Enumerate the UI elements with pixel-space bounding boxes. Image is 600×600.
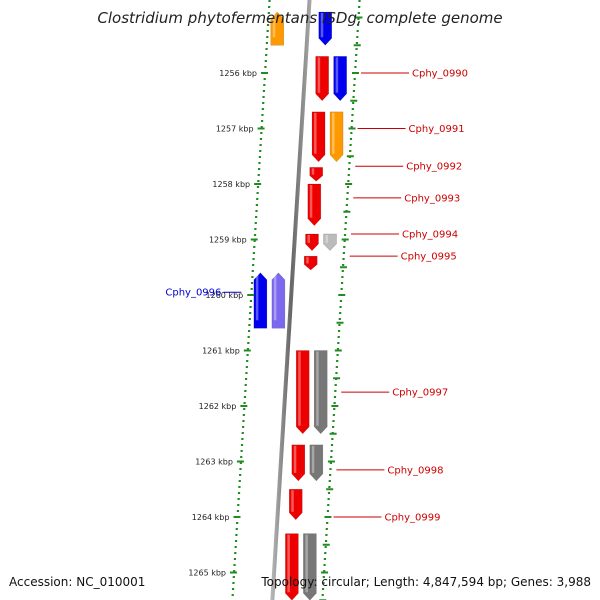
gene-feature-highlight: [291, 490, 294, 512]
topology-text: Topology: circular; Length: 4,847,594 bp…: [260, 575, 591, 589]
tick-label: 1257 kbp: [216, 125, 254, 134]
map-title: Clostridium phytofermentans ISDg, comple…: [97, 9, 502, 27]
gene-feature: [323, 233, 337, 251]
gene-feature-highlight: [320, 12, 324, 38]
gene-feature-highlight: [272, 12, 276, 38]
outer-dotted-boundary: [321, 0, 361, 600]
gene-feature: [307, 183, 322, 226]
gene-feature-highlight: [311, 168, 315, 175]
gene-feature: [285, 533, 299, 600]
inner-dotted-boundary: [231, 0, 271, 600]
tick-label: 1263 kbp: [195, 458, 233, 467]
gene-feature-highlight: [255, 273, 259, 321]
gene-feature-highlight: [307, 234, 311, 243]
gene-label: Cphy_0993: [404, 193, 460, 204]
track-area: [231, 0, 361, 600]
gene-feature-highlight: [298, 351, 301, 426]
gene-feature-highlight: [311, 445, 315, 473]
tick-label: 1256 kbp: [219, 69, 257, 78]
feature-track: [253, 11, 347, 600]
gene-feature-highlight: [309, 185, 313, 218]
gene-label: Cphy_0999: [384, 513, 440, 524]
gene-feature-highlight: [306, 257, 309, 264]
gene-feature-highlight: [335, 57, 339, 93]
gene-label: Cphy_0991: [409, 124, 465, 135]
gene-feature: [291, 444, 306, 482]
gene-label: Cphy_0998: [387, 465, 443, 476]
gene-label: Cphy_0995: [401, 252, 457, 263]
gene-label: Cphy_0990: [412, 69, 468, 80]
gene-labels: Cphy_0990 Cphy_0991 Cphy_0992 Cphy_0993 Cphy…: [165, 69, 468, 524]
gene-feature: [270, 11, 285, 46]
gene-feature: [309, 167, 323, 182]
gene-feature: [309, 444, 324, 482]
gene-feature-highlight: [316, 351, 319, 426]
tick-label: 1262 kbp: [199, 402, 237, 411]
ruler-ticks: 1256 kbp 1257 kbp 1258 kbp 1259 kbp 1260 kbp…: [188, 16, 363, 600]
gene-label: Cphy_0996: [165, 288, 221, 299]
gene-feature: [305, 233, 319, 251]
tick-label: 1265 kbp: [188, 569, 226, 578]
gene-feature-highlight: [325, 234, 329, 243]
gene-feature-highlight: [293, 445, 297, 473]
gene-feature: [253, 272, 268, 329]
tick-label: 1259 kbp: [209, 236, 247, 245]
gene-feature: [318, 11, 333, 46]
gene-feature: [288, 489, 303, 521]
gene-feature: [303, 533, 317, 600]
gene-feature: [329, 111, 344, 163]
accession-text: Accession: NC_010001: [9, 575, 145, 589]
tick-label: 1261 kbp: [202, 347, 240, 356]
gene-feature: [303, 255, 318, 271]
gene-feature-highlight: [332, 112, 335, 154]
gene-feature: [295, 350, 310, 435]
gene-feature-highlight: [317, 57, 321, 93]
gene-feature: [311, 111, 326, 163]
gene-feature: [313, 350, 328, 435]
backbone-line: [270, 0, 312, 600]
tick-label: 1264 kbp: [192, 513, 230, 522]
gene-feature-highlight: [287, 534, 290, 593]
gene-label: Cphy_0992: [406, 162, 462, 173]
gene-feature: [271, 272, 286, 329]
gene-feature: [315, 56, 329, 102]
gene-feature-highlight: [305, 534, 308, 593]
gene-label: Cphy_0997: [392, 388, 448, 399]
gene-label: Cphy_0994: [402, 229, 458, 240]
tick-label: 1258 kbp: [212, 180, 250, 189]
gene-feature: [333, 56, 347, 102]
gene-feature-highlight: [273, 273, 277, 321]
tick-label: 1260 kbp: [206, 291, 244, 300]
gene-feature-highlight: [314, 112, 317, 154]
